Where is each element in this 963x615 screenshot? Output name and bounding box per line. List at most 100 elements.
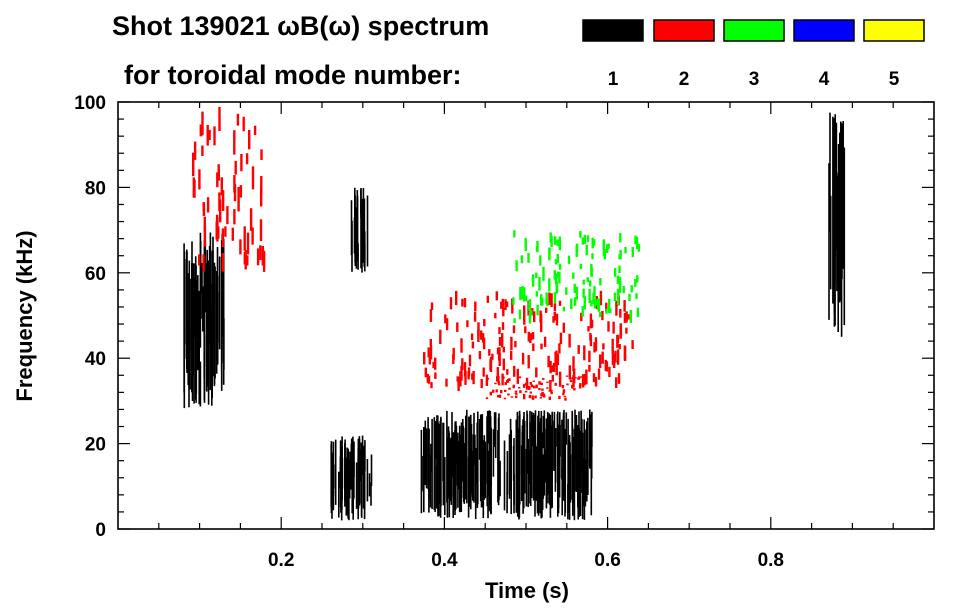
streak-mode-1 (364, 231, 366, 263)
streak-mode-2 (498, 394, 502, 398)
streak-mode-2 (548, 396, 551, 400)
streak-mode-2 (524, 390, 528, 393)
streak-mode-2 (216, 172, 219, 188)
streak-mode-1 (427, 417, 429, 481)
streak-mode-2 (615, 301, 618, 316)
streak-mode-2 (468, 354, 472, 367)
streak-mode-3 (616, 275, 620, 285)
streak-mode-2 (519, 390, 522, 394)
streak-mode-3 (575, 243, 579, 252)
streak-mode-1 (492, 429, 495, 477)
streak-mode-3 (553, 292, 557, 304)
streak-mode-2 (206, 125, 209, 146)
streak-mode-1 (460, 444, 463, 498)
streak-mode-2 (558, 343, 561, 354)
streak-mode-1 (487, 450, 489, 519)
streak-mode-2 (497, 381, 500, 384)
streak-mode-2 (242, 116, 245, 132)
streak-mode-2 (615, 377, 618, 388)
streak-mode-2 (529, 333, 533, 341)
streak-mode-3 (524, 237, 527, 251)
streak-mode-2 (471, 373, 474, 380)
streak-mode-3 (592, 239, 596, 246)
streak-mode-2 (594, 337, 598, 352)
streak-mode-2 (198, 254, 201, 266)
streak-mode-2 (512, 384, 515, 388)
streak-mode-2 (202, 202, 205, 212)
streak-mode-1 (839, 132, 841, 222)
streak-mode-1 (215, 271, 218, 374)
streak-mode-2 (514, 341, 517, 348)
streak-mode-3 (535, 291, 538, 297)
streak-mode-2 (198, 169, 201, 190)
streak-mode-2 (619, 308, 622, 318)
streak-mode-2 (533, 385, 536, 389)
streak-mode-2 (602, 343, 605, 350)
streak-mode-1 (842, 121, 844, 269)
streak-mode-1 (565, 412, 568, 445)
streak-mode-1 (362, 445, 365, 509)
streak-mode-2 (471, 341, 475, 349)
streak-mode-2 (239, 239, 242, 255)
streak-mode-2 (481, 333, 484, 341)
streak-mode-1 (468, 416, 470, 493)
streak-mode-2 (546, 387, 549, 389)
streak-mode-2 (449, 297, 453, 310)
streak-mode-1 (577, 425, 579, 508)
streak-mode-2 (541, 388, 544, 391)
streak-mode-2 (237, 186, 240, 212)
streak-mode-2 (562, 322, 565, 333)
streak-mode-2 (444, 314, 447, 324)
streak-mode-3 (603, 248, 607, 260)
streak-mode-1 (843, 147, 846, 326)
streak-mode-2 (571, 377, 574, 380)
streak-mode-2 (510, 350, 513, 360)
streak-mode-1 (357, 243, 359, 270)
streak-mode-2 (522, 384, 526, 388)
streak-mode-2 (501, 322, 505, 330)
streak-mode-1 (222, 239, 225, 385)
streak-mode-3 (581, 237, 584, 245)
streak-mode-2 (504, 299, 507, 310)
streak-mode-1 (191, 280, 194, 401)
streak-mode-3 (555, 281, 558, 294)
y-tick-label: 0 (95, 520, 106, 541)
streak-mode-1 (489, 411, 492, 464)
streak-mode-2 (553, 311, 556, 321)
region-mode-2-6 (423, 290, 634, 392)
streak-mode-2 (206, 197, 210, 213)
streak-mode-2 (616, 349, 620, 365)
streak-mode-2 (470, 333, 474, 341)
streak-mode-3 (637, 244, 641, 252)
streak-mode-2 (427, 347, 430, 358)
streak-mode-1 (554, 453, 557, 492)
streak-mode-2 (617, 373, 621, 384)
streak-mode-2 (260, 176, 263, 194)
streak-mode-2 (253, 125, 257, 136)
streak-mode-1 (533, 420, 535, 493)
streak-mode-3 (636, 307, 640, 318)
streak-mode-1 (446, 472, 449, 518)
streak-mode-2 (249, 208, 253, 231)
streak-mode-2 (579, 376, 583, 378)
streak-mode-2 (627, 314, 630, 320)
streak-mode-2 (558, 300, 562, 306)
streak-mode-2 (543, 336, 547, 347)
streak-mode-2 (580, 312, 583, 322)
streak-mode-2 (216, 217, 219, 242)
streak-mode-1 (837, 144, 840, 244)
streak-mode-1 (370, 482, 372, 506)
streak-mode-3 (528, 311, 532, 324)
streak-mode-1 (444, 457, 446, 516)
streak-mode-2 (501, 333, 504, 348)
streak-mode-2 (601, 311, 604, 321)
streak-mode-3 (528, 301, 531, 311)
streak-mode-2 (483, 318, 486, 327)
streak-mode-2 (430, 302, 434, 311)
streak-mode-3 (515, 260, 518, 272)
streak-mode-1 (199, 240, 202, 294)
streak-mode-2 (550, 389, 553, 393)
spectrum-data (183, 106, 846, 521)
streak-mode-3 (556, 239, 559, 246)
streak-mode-1 (208, 269, 210, 344)
